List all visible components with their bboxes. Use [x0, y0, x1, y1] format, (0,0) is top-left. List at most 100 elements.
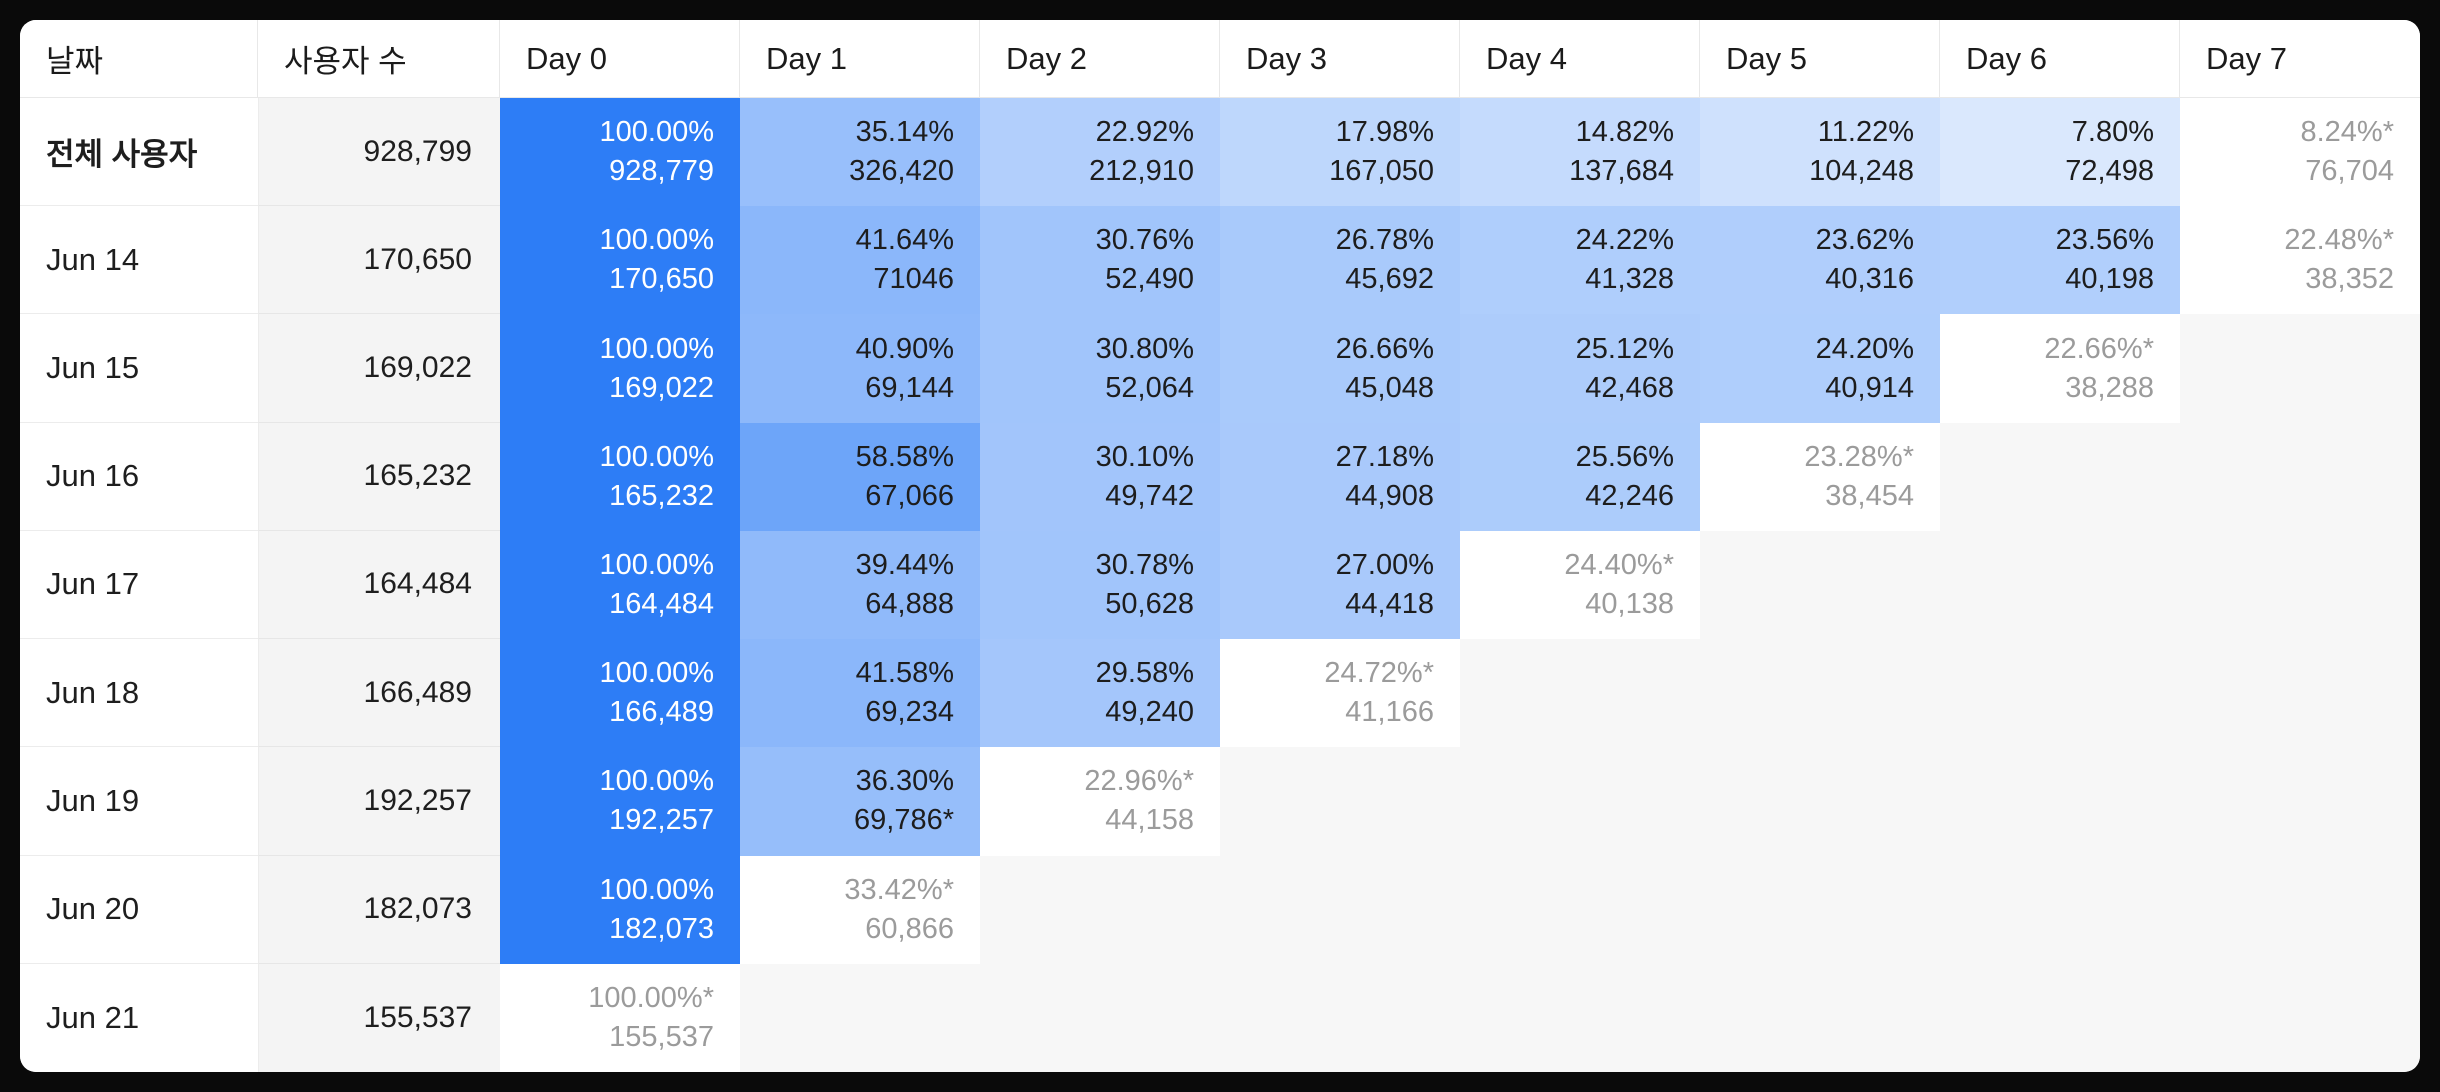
retention-cell-day2[interactable]: 30.76% 52,490: [980, 206, 1220, 315]
retention-cell-day0[interactable]: 100.00% 166,489: [500, 639, 740, 748]
retention-count: 49,240: [1105, 696, 1194, 729]
retention-cell-day3[interactable]: 26.78% 45,692: [1220, 206, 1460, 315]
retention-cell-day4[interactable]: 24.22% 41,328: [1460, 206, 1700, 315]
retention-count: 42,246: [1585, 479, 1674, 512]
retention-count: 41,166: [1345, 696, 1434, 729]
retention-count: 44,158: [1105, 804, 1194, 837]
retention-count: 69,786*: [854, 804, 954, 837]
retention-cell-day1[interactable]: 40.90% 69,144: [740, 314, 980, 423]
cohort-row-label: Jun 15: [20, 314, 258, 423]
retention-cell-empty: [1220, 855, 1460, 964]
retention-pct: 30.78%: [1095, 548, 1194, 581]
cohort-grid: 날짜 사용자 수 Day 0 Day 1 Day 2 Day 3 Day 4 D…: [20, 20, 2420, 1072]
retention-cohort-table: 날짜 사용자 수 Day 0 Day 1 Day 2 Day 3 Day 4 D…: [20, 20, 2420, 1072]
retention-pct: 8.24%*: [2300, 116, 2394, 149]
retention-pct: 100.00%: [599, 548, 715, 581]
retention-cell-day0[interactable]: 100.00% 165,232: [500, 422, 740, 531]
retention-cell-day5[interactable]: 23.28%* 38,454: [1700, 422, 1940, 531]
retention-count: 45,048: [1345, 371, 1434, 404]
retention-cell-day3[interactable]: 27.00% 44,418: [1220, 530, 1460, 640]
retention-cell-day3[interactable]: 26.66% 45,048: [1220, 314, 1460, 423]
retention-pct: 100.00%: [599, 657, 715, 690]
retention-cell-empty: [1460, 747, 1700, 856]
retention-count: 40,914: [1825, 371, 1914, 404]
retention-pct: 22.92%: [1095, 116, 1194, 149]
retention-cell-empty: [1700, 855, 1940, 964]
retention-pct: 17.98%: [1335, 116, 1434, 149]
retention-cell-empty: [1700, 963, 1940, 1072]
retention-cell-day0[interactable]: 100.00% 164,484: [500, 530, 740, 640]
retention-cell-day0[interactable]: 100.00% 169,022: [500, 314, 740, 423]
retention-pct: 100.00%: [599, 116, 715, 149]
retention-pct: 58.58%: [855, 440, 954, 473]
retention-count: 170,650: [609, 263, 714, 296]
retention-cell-day1[interactable]: 36.30% 69,786*: [740, 747, 980, 856]
retention-cell-day4[interactable]: 24.40%* 40,138: [1460, 530, 1700, 640]
column-header-users: 사용자 수: [258, 20, 500, 98]
retention-cell-empty: [1220, 747, 1460, 856]
retention-cell-day3[interactable]: 24.72%* 41,166: [1220, 639, 1460, 748]
retention-cell-day7[interactable]: 8.24%* 76,704: [2180, 98, 2420, 207]
retention-cell-day4[interactable]: 25.56% 42,246: [1460, 422, 1700, 531]
retention-count: 169,022: [609, 371, 714, 404]
retention-cell-day7[interactable]: 22.48%* 38,352: [2180, 206, 2420, 315]
column-header-day1: Day 1: [740, 20, 980, 98]
retention-cell-day2[interactable]: 29.58% 49,240: [980, 639, 1220, 748]
retention-cell-day2[interactable]: 22.92% 212,910: [980, 98, 1220, 207]
retention-cell-day0[interactable]: 100.00% 928,779: [500, 98, 740, 207]
retention-cell-day3[interactable]: 27.18% 44,908: [1220, 422, 1460, 531]
retention-cell-empty: [1940, 422, 2180, 531]
retention-cell-day4[interactable]: 14.82% 137,684: [1460, 98, 1700, 207]
retention-cell-empty: [1940, 963, 2180, 1072]
retention-cell-day6[interactable]: 22.66%* 38,288: [1940, 314, 2180, 423]
cohort-row-label: Jun 21: [20, 963, 258, 1072]
retention-count: 64,888: [865, 587, 954, 620]
retention-cell-day6[interactable]: 7.80% 72,498: [1940, 98, 2180, 207]
retention-count: 104,248: [1809, 155, 1914, 188]
retention-count: 40,316: [1825, 263, 1914, 296]
retention-cell-day5[interactable]: 24.20% 40,914: [1700, 314, 1940, 423]
retention-cell-empty: [2180, 963, 2420, 1072]
retention-cell-empty: [1700, 639, 1940, 748]
retention-count: 38,454: [1825, 479, 1914, 512]
retention-cell-day1[interactable]: 41.64% 71046: [740, 206, 980, 315]
column-header-day7: Day 7: [2180, 20, 2420, 98]
retention-cell-empty: [740, 963, 980, 1072]
retention-cell-day2[interactable]: 30.78% 50,628: [980, 530, 1220, 640]
retention-count: 38,352: [2305, 263, 2394, 296]
retention-cell-day0[interactable]: 100.00% 192,257: [500, 747, 740, 856]
retention-cell-day2[interactable]: 30.10% 49,742: [980, 422, 1220, 531]
retention-cell-empty: [1460, 963, 1700, 1072]
retention-cell-day1[interactable]: 35.14% 326,420: [740, 98, 980, 207]
retention-pct: 36.30%: [855, 765, 954, 798]
retention-cell-day5[interactable]: 11.22% 104,248: [1700, 98, 1940, 207]
retention-cell-day5[interactable]: 23.62% 40,316: [1700, 206, 1940, 315]
retention-cell-day3[interactable]: 17.98% 167,050: [1220, 98, 1460, 207]
retention-count: 71046: [873, 263, 954, 296]
retention-cell-day0[interactable]: 100.00% 182,073: [500, 855, 740, 964]
retention-cell-day1[interactable]: 39.44% 64,888: [740, 530, 980, 640]
retention-cell-day4[interactable]: 25.12% 42,468: [1460, 314, 1700, 423]
retention-cell-day0[interactable]: 100.00%* 155,537: [500, 963, 740, 1072]
retention-pct: 30.10%: [1095, 440, 1194, 473]
retention-pct: 33.42%*: [844, 873, 954, 906]
column-header-day2: Day 2: [980, 20, 1220, 98]
retention-cell-day1[interactable]: 33.42%* 60,866: [740, 855, 980, 964]
retention-pct: 27.00%: [1335, 548, 1434, 581]
retention-pct: 29.58%: [1095, 657, 1194, 690]
retention-pct: 24.72%*: [1324, 657, 1434, 690]
cohort-row-user-count: 170,650: [258, 206, 500, 315]
retention-cell-day6[interactable]: 23.56% 40,198: [1940, 206, 2180, 315]
retention-cell-day1[interactable]: 41.58% 69,234: [740, 639, 980, 748]
retention-cell-day1[interactable]: 58.58% 67,066: [740, 422, 980, 531]
retention-cell-day0[interactable]: 100.00% 170,650: [500, 206, 740, 315]
cohort-row-label: Jun 20: [20, 855, 258, 964]
retention-cell-day2[interactable]: 22.96%* 44,158: [980, 747, 1220, 856]
retention-cell-empty: [1700, 530, 1940, 640]
retention-pct: 22.48%*: [2284, 224, 2394, 257]
retention-count: 49,742: [1105, 479, 1194, 512]
retention-count: 52,490: [1105, 263, 1194, 296]
retention-cell-empty: [2180, 422, 2420, 531]
retention-cell-day2[interactable]: 30.80% 52,064: [980, 314, 1220, 423]
